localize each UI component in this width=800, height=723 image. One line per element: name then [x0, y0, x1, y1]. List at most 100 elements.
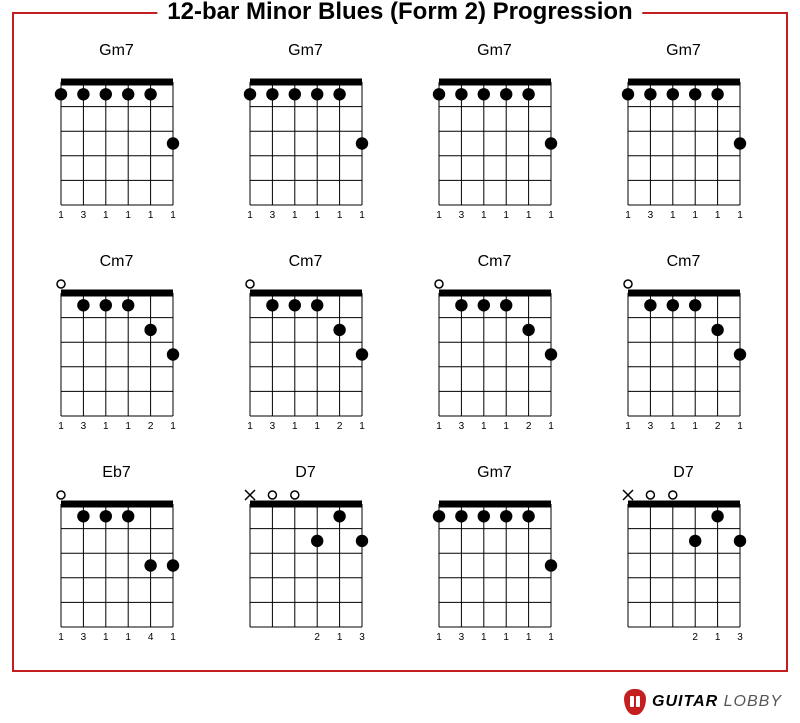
chord-diagram: Cm7131121	[601, 253, 766, 450]
svg-text:1: 1	[103, 421, 109, 432]
brand-logo: GUITAR LOBBY	[624, 689, 782, 715]
svg-text:1: 1	[503, 421, 509, 432]
page-title: 12-bar Minor Blues (Form 2) Progression	[157, 0, 642, 26]
svg-text:1: 1	[314, 210, 320, 221]
chord-name: Eb7	[102, 464, 130, 482]
chord-fretboard: 131111	[425, 486, 565, 661]
chord-diagram: Gm7 1 3 1 1 1 1	[412, 42, 577, 239]
chord-fretboard: 2 1 3	[614, 486, 754, 661]
svg-text:1: 1	[436, 421, 442, 432]
svg-text:1: 1	[481, 210, 487, 221]
chord-fretboard: 1 3 1 1 2 1	[425, 275, 565, 450]
svg-text:1: 1	[625, 210, 631, 221]
svg-text:2: 2	[336, 421, 342, 432]
svg-text:1: 1	[58, 210, 64, 221]
svg-text:1: 1	[58, 632, 64, 643]
chord-diagram: D7 2 1 3	[223, 464, 388, 661]
svg-text:2: 2	[147, 421, 153, 432]
svg-text:1: 1	[737, 210, 743, 221]
chord-name: Cm7	[289, 253, 323, 271]
svg-text:1: 1	[503, 632, 509, 643]
svg-text:1: 1	[170, 632, 176, 643]
chord-diagram: Cm7 1 3 1 1 2 1	[223, 253, 388, 450]
svg-text:1: 1	[292, 210, 298, 221]
svg-text:1: 1	[359, 210, 365, 221]
chord-fretboard: 2 1 3	[236, 486, 376, 661]
svg-text:1: 1	[147, 210, 153, 221]
svg-text:1: 1	[714, 632, 720, 643]
svg-text:1: 1	[125, 210, 131, 221]
chord-fretboard: 1 3 1 1 1 1	[236, 64, 376, 239]
progression-frame: 12-bar Minor Blues (Form 2) Progression …	[12, 12, 788, 672]
svg-text:3: 3	[269, 210, 275, 221]
chord-fretboard: 1 3 1 1 2 1	[236, 275, 376, 450]
chord-name: Gm7	[99, 42, 134, 60]
svg-text:3: 3	[359, 632, 365, 643]
chord-diagram: Eb7131141	[34, 464, 199, 661]
svg-text:1: 1	[170, 421, 176, 432]
svg-text:1: 1	[170, 210, 176, 221]
svg-text:3: 3	[458, 632, 464, 643]
chord-fretboard: 1 3 1 1 2 1	[47, 275, 187, 450]
svg-text:1: 1	[548, 632, 554, 643]
svg-text:3: 3	[269, 421, 275, 432]
svg-text:1: 1	[58, 421, 64, 432]
svg-text:1: 1	[125, 421, 131, 432]
chord-fretboard: 1 3 1 1 1 1	[47, 64, 187, 239]
chord-fretboard: 131141	[47, 486, 187, 661]
svg-text:3: 3	[458, 421, 464, 432]
chord-fretboard: 1 3 1 1 1 1	[425, 64, 565, 239]
svg-text:1: 1	[247, 421, 253, 432]
svg-text:4: 4	[147, 632, 153, 643]
svg-text:1: 1	[525, 632, 531, 643]
svg-text:3: 3	[737, 632, 743, 643]
svg-text:3: 3	[80, 210, 86, 221]
svg-text:1: 1	[247, 210, 253, 221]
chord-diagram: Gm7 1 3 1 1 1 1	[34, 42, 199, 239]
guitar-pick-icon	[624, 689, 646, 715]
chord-fretboard: 1 3 1 1 1 1	[614, 64, 754, 239]
svg-text:1: 1	[481, 421, 487, 432]
svg-text:2: 2	[525, 421, 531, 432]
svg-text:1: 1	[548, 421, 554, 432]
svg-text:3: 3	[647, 210, 653, 221]
svg-text:1: 1	[525, 210, 531, 221]
chord-fretboard: 131121	[614, 275, 754, 450]
svg-text:1: 1	[692, 210, 698, 221]
svg-text:1: 1	[103, 210, 109, 221]
svg-text:1: 1	[670, 421, 676, 432]
svg-text:3: 3	[458, 210, 464, 221]
chord-name: Cm7	[667, 253, 701, 271]
chord-diagram: Gm7 1 3 1 1 1 1	[601, 42, 766, 239]
svg-text:1: 1	[436, 210, 442, 221]
svg-text:1: 1	[359, 421, 365, 432]
svg-text:2: 2	[692, 632, 698, 643]
chord-name: Gm7	[666, 42, 701, 60]
chord-name: Gm7	[477, 464, 512, 482]
svg-text:1: 1	[548, 210, 554, 221]
svg-text:2: 2	[714, 421, 720, 432]
svg-text:2: 2	[314, 632, 320, 643]
svg-text:1: 1	[737, 421, 743, 432]
chord-diagram: Gm7131111	[412, 464, 577, 661]
chord-diagram: D7213	[601, 464, 766, 661]
svg-text:1: 1	[625, 421, 631, 432]
chord-name: Gm7	[288, 42, 323, 60]
chord-diagram: Cm7 1 3 1 1 2 1	[412, 253, 577, 450]
svg-text:1: 1	[292, 421, 298, 432]
svg-text:3: 3	[80, 632, 86, 643]
chord-name: Cm7	[100, 253, 134, 271]
chord-name: D7	[295, 464, 315, 482]
svg-text:1: 1	[336, 632, 342, 643]
chord-diagram: Cm7 1 3 1 1 2 1	[34, 253, 199, 450]
chord-name: Gm7	[477, 42, 512, 60]
svg-text:1: 1	[336, 210, 342, 221]
svg-text:3: 3	[80, 421, 86, 432]
svg-text:1: 1	[714, 210, 720, 221]
svg-text:1: 1	[692, 421, 698, 432]
chord-grid: Gm7 1 3 1 1 1 1 Gm7 1 3 1 1 1 1 Gm7 1 3 1 1 1 1 Gm7 1 3 1 1 1 1 Cm7 1…	[34, 42, 766, 650]
svg-text:1: 1	[314, 421, 320, 432]
svg-text:1: 1	[670, 210, 676, 221]
chord-name: Cm7	[478, 253, 512, 271]
svg-text:1: 1	[503, 210, 509, 221]
